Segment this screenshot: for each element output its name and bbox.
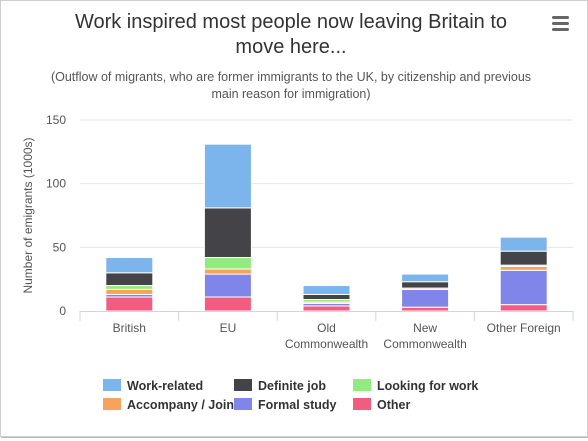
x-tick-label: Old Commonwealth <box>285 321 368 351</box>
bar-segment-work-related[interactable] <box>203 143 252 209</box>
bar-stack-old-commonwealth[interactable] <box>302 285 351 312</box>
bar-stack-new-commonwealth[interactable] <box>401 273 450 312</box>
bar-segment-definite-job[interactable] <box>499 250 548 266</box>
y-axis: 0 50 100 150 <box>46 113 66 318</box>
bar-segment-formal-study[interactable] <box>203 273 252 298</box>
menu-button[interactable] <box>549 13 573 35</box>
y-axis-title: Number of emigrants (1000s) <box>21 137 35 293</box>
x-tick-label: British <box>113 321 146 335</box>
legend-label: Formal study <box>258 398 337 412</box>
chart-title: Work inspired most people now leaving Br… <box>75 11 507 58</box>
legend-item-formal-study[interactable]: Formal study <box>234 398 337 412</box>
grid-lines <box>80 119 573 248</box>
legend-swatch <box>353 379 371 391</box>
x-tick-label: Other Foreign <box>487 321 561 335</box>
legend: Work-related Definite job Looking for work… <box>103 379 478 412</box>
legend-label: Looking for work <box>377 379 478 393</box>
legend-item-work-related[interactable]: Work-related <box>103 379 203 393</box>
bar-segment-other[interactable] <box>302 305 351 312</box>
x-tick-label: EU <box>220 321 237 335</box>
bar-segment-work-related[interactable] <box>499 236 548 252</box>
bar-segment-accompany-join[interactable] <box>105 288 154 295</box>
bar-segment-looking-for-work[interactable] <box>105 285 154 290</box>
bar-segment-definite-job[interactable] <box>105 272 154 287</box>
bar-segment-work-related[interactable] <box>401 273 450 283</box>
y-tick-label: 100 <box>46 177 66 191</box>
bar-stack-eu[interactable] <box>203 143 252 312</box>
y-tick-label: 50 <box>53 240 67 254</box>
legend-swatch <box>103 379 121 391</box>
bar-segment-definite-job[interactable] <box>401 281 450 289</box>
chart-subtitle: (Outflow of migrants, who are former imm… <box>51 70 531 101</box>
bar-stack-other-foreign[interactable] <box>499 236 548 312</box>
legend-label: Accompany / Join <box>127 398 234 412</box>
x-tick-label: New Commonwealth <box>383 321 466 351</box>
bar-segment-definite-job[interactable] <box>302 293 351 301</box>
y-tick-label: 0 <box>59 304 66 318</box>
bar-segment-formal-study[interactable] <box>499 269 548 306</box>
legend-swatch <box>234 379 252 391</box>
bar-segment-definite-job[interactable] <box>203 207 252 259</box>
bars <box>105 143 548 312</box>
legend-label: Work-related <box>127 379 203 393</box>
bar-segment-work-related[interactable] <box>302 285 351 295</box>
legend-item-accompany-join[interactable]: Accompany / Join <box>103 398 234 412</box>
bar-segment-work-related[interactable] <box>105 257 154 274</box>
legend-item-other[interactable]: Other <box>353 398 410 412</box>
chart-title-text: Work inspired most people now leaving Br… <box>75 11 507 58</box>
x-axis: British EU Old Commonwealth New Commonwealth O… <box>79 311 574 351</box>
bar-segment-looking-for-work[interactable] <box>203 257 252 270</box>
legend-item-definite-job[interactable]: Definite job <box>234 379 326 393</box>
chart-subtitle-text: (Outflow of migrants, who are former imm… <box>51 70 531 101</box>
bar-segment-other[interactable] <box>401 306 450 312</box>
legend-label: Other <box>377 398 410 412</box>
bar-segment-accompany-join[interactable] <box>203 268 252 275</box>
legend-label: Definite job <box>258 379 326 393</box>
bar-stack-british[interactable] <box>105 257 154 312</box>
hamburger-menu-icon <box>552 16 569 31</box>
y-tick-label: 150 <box>46 113 66 127</box>
legend-swatch <box>234 398 252 410</box>
legend-item-looking-for-work[interactable]: Looking for work <box>353 379 478 393</box>
bar-segment-formal-study[interactable] <box>401 288 450 308</box>
bar-segment-accompany-join[interactable] <box>499 265 548 271</box>
legend-swatch <box>353 398 371 410</box>
bar-segment-other[interactable] <box>203 296 252 312</box>
bar-segment-other[interactable] <box>499 304 548 312</box>
legend-swatch <box>103 398 121 410</box>
bar-segment-other[interactable] <box>105 296 154 312</box>
